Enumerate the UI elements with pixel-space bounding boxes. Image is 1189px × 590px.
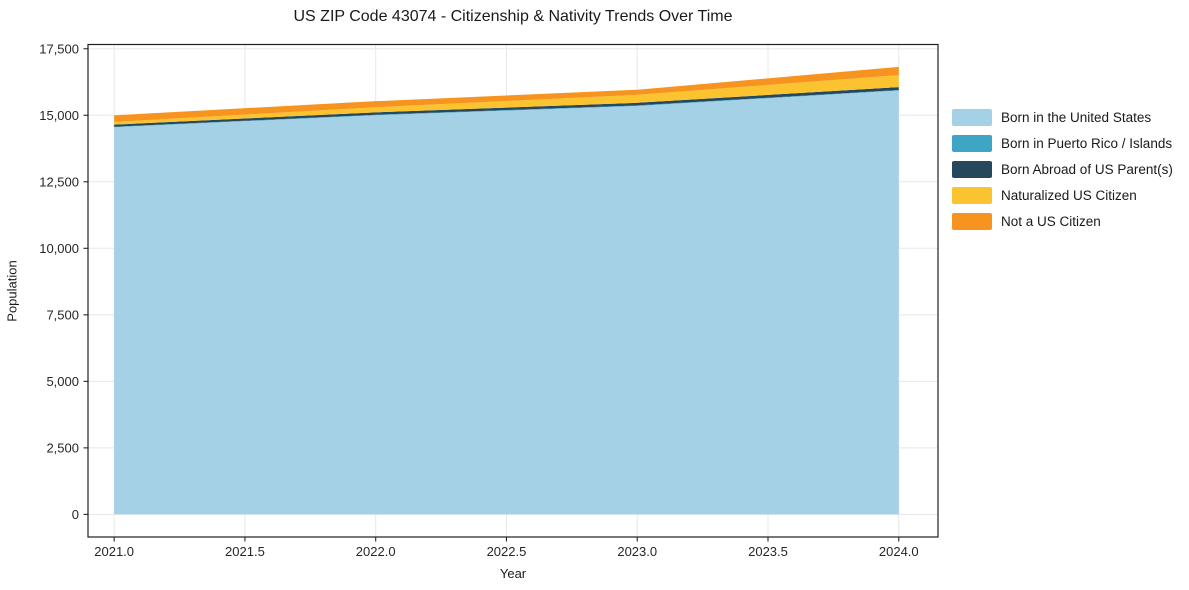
area-not-a-us-citizen <box>114 66 899 122</box>
x-tick-label: 2023.0 <box>617 544 657 559</box>
y-tick-label: 0 <box>72 507 79 522</box>
plot-border <box>87 43 939 538</box>
legend-item: Born in the United States <box>952 104 1173 130</box>
x-tick-label: 2021.0 <box>94 544 134 559</box>
y-axis-label: Population <box>4 260 20 322</box>
legend-swatch-born-in-puerto-rico-islands <box>952 134 992 152</box>
x-tick-label: 2022.5 <box>487 544 527 559</box>
legend-label: Born in the United States <box>1001 109 1152 125</box>
x-tick-label: 2022.0 <box>356 544 396 559</box>
legend-label: Born Abroad of US Parent(s) <box>1001 161 1173 177</box>
legend-item: Born Abroad of US Parent(s) <box>952 156 1173 182</box>
x-axis-label: Year <box>499 566 527 581</box>
legend-item: Not a US Citizen <box>952 208 1173 234</box>
legend-label: Not a US Citizen <box>1001 213 1101 229</box>
y-tick-label: 15,000 <box>39 108 79 123</box>
x-tick-label: 2023.5 <box>748 544 788 559</box>
area-born-in-the-united-states <box>114 90 899 515</box>
legend-item: Born in Puerto Rico / Islands <box>952 130 1173 156</box>
legend-item: Naturalized US Citizen <box>952 182 1173 208</box>
legend-swatch-born-in-the-united-states <box>952 108 992 126</box>
y-tick-label: 5,000 <box>46 374 79 389</box>
legend-swatch-born-abroad-of-us-parent-s <box>952 160 992 178</box>
y-tick-label: 17,500 <box>39 41 79 56</box>
area-born-abroad-of-us-parent-s <box>114 87 899 127</box>
y-tick-label: 2,500 <box>46 440 79 455</box>
y-tick-label: 10,000 <box>39 241 79 256</box>
x-tick-label: 2024.0 <box>879 544 919 559</box>
chart-title: US ZIP Code 43074 - Citizenship & Nativi… <box>293 8 733 25</box>
x-tick-label: 2021.5 <box>225 544 265 559</box>
area-born-in-puerto-rico-islands <box>114 90 899 128</box>
legend-label: Born in Puerto Rico / Islands <box>1001 135 1173 151</box>
y-tick-label: 12,500 <box>39 174 79 189</box>
legend-swatch-not-a-us-citizen <box>952 212 992 230</box>
y-tick-label: 7,500 <box>46 307 79 322</box>
legend-swatch-naturalized-us-citizen <box>952 186 992 204</box>
area-naturalized-us-citizen <box>114 75 899 125</box>
legend-label: Naturalized US Citizen <box>1001 187 1137 203</box>
legend: Born in the United States Born in Puerto … <box>952 104 1173 234</box>
